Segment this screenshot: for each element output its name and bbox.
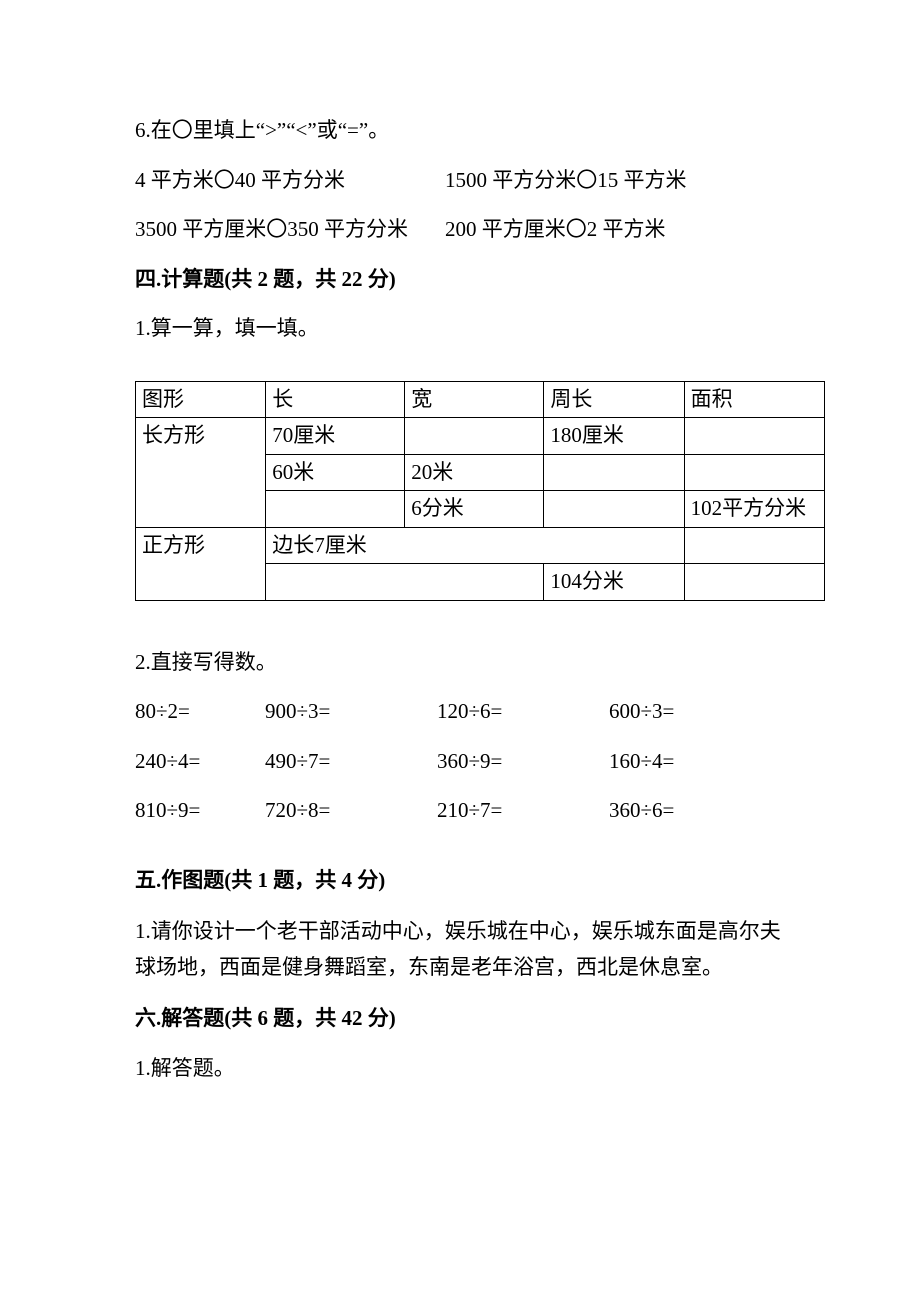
sec4-q2-prompt: 2.直接写得数。 xyxy=(135,647,797,679)
sec4-q1-prompt: 1.算一算，填一填。 xyxy=(135,313,797,345)
cell: 60米 xyxy=(266,454,405,491)
cell: 70厘米 xyxy=(266,418,405,455)
arith-grid: 80÷2= 900÷3= 120÷6= 600÷3= 240÷4= 490÷7=… xyxy=(135,696,797,827)
sec5-header: 五.作图题(共 1 题，共 4 分) xyxy=(135,865,797,897)
arith-row-0: 80÷2= 900÷3= 120÷6= 600÷3= xyxy=(135,696,797,728)
cell: 20米 xyxy=(405,454,544,491)
sec6-q1: 1.解答题。 xyxy=(135,1053,797,1085)
cell xyxy=(684,564,824,601)
arith-cell: 360÷6= xyxy=(609,795,759,827)
arith-cell: 80÷2= xyxy=(135,696,265,728)
sec6-header: 六.解答题(共 6 题，共 42 分) xyxy=(135,1003,797,1035)
cell xyxy=(684,527,824,564)
arith-row-1: 240÷4= 490÷7= 360÷9= 160÷4= xyxy=(135,746,797,778)
th-area: 面积 xyxy=(684,381,824,418)
sec4-header: 四.计算题(共 2 题，共 22 分) xyxy=(135,264,797,296)
cell xyxy=(684,454,824,491)
arith-cell: 360÷9= xyxy=(437,746,609,778)
cell: 6分米 xyxy=(405,491,544,528)
table-header-row: 图形 长 宽 周长 面积 xyxy=(136,381,825,418)
cell: 104分米 xyxy=(544,564,684,601)
arith-cell: 720÷8= xyxy=(265,795,437,827)
cell xyxy=(266,491,405,528)
q6-prompt: 6.在〇里填上“>”“<”或“=”。 xyxy=(135,115,797,147)
th-width: 宽 xyxy=(405,381,544,418)
q6-row-0: 4 平方米〇40 平方分米 1500 平方分米〇15 平方米 xyxy=(135,165,797,197)
q6-row-1-right: 200 平方厘米〇2 平方米 xyxy=(445,214,797,246)
cell xyxy=(544,491,684,528)
q6-row-0-left: 4 平方米〇40 平方分米 xyxy=(135,165,445,197)
table-row: 长方形 70厘米 180厘米 xyxy=(136,418,825,455)
th-shape: 图形 xyxy=(136,381,266,418)
cell xyxy=(684,418,824,455)
arith-cell: 160÷4= xyxy=(609,746,759,778)
th-perimeter: 周长 xyxy=(544,381,684,418)
sec5-q1: 1.请你设计一个老干部活动中心，娱乐城在中心，娱乐城东面是高尔夫球场地，西面是健… xyxy=(135,914,797,985)
cell: 边长7厘米 xyxy=(266,527,684,564)
cell: 102平方分米 xyxy=(684,491,824,528)
cell-rect-label: 长方形 xyxy=(136,418,266,528)
table-row: 正方形 边长7厘米 xyxy=(136,527,825,564)
q6-row-1: 3500 平方厘米〇350 平方分米 200 平方厘米〇2 平方米 xyxy=(135,214,797,246)
arith-row-2: 810÷9= 720÷8= 210÷7= 360÷6= xyxy=(135,795,797,827)
q6-row-1-left: 3500 平方厘米〇350 平方分米 xyxy=(135,214,445,246)
cell xyxy=(266,564,544,601)
cell-square-label: 正方形 xyxy=(136,527,266,600)
cell: 180厘米 xyxy=(544,418,684,455)
arith-cell: 490÷7= xyxy=(265,746,437,778)
arith-cell: 210÷7= xyxy=(437,795,609,827)
th-length: 长 xyxy=(266,381,405,418)
arith-cell: 240÷4= xyxy=(135,746,265,778)
sec4-q1-table: 图形 长 宽 周长 面积 长方形 70厘米 180厘米 60米 20米 6分米 … xyxy=(135,381,825,601)
arith-cell: 120÷6= xyxy=(437,696,609,728)
cell xyxy=(544,454,684,491)
q6-row-0-right: 1500 平方分米〇15 平方米 xyxy=(445,165,797,197)
arith-cell: 810÷9= xyxy=(135,795,265,827)
arith-cell: 600÷3= xyxy=(609,696,759,728)
cell xyxy=(405,418,544,455)
arith-cell: 900÷3= xyxy=(265,696,437,728)
